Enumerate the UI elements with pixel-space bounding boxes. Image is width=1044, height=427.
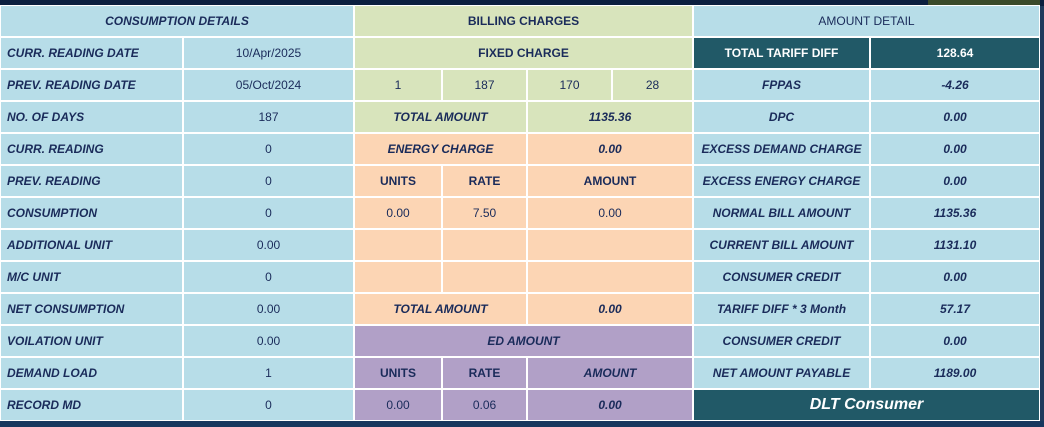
fixed-charge-value-3[interactable]: 170 bbox=[527, 69, 612, 101]
excess-energy-charge-label: EXCESS ENERGY CHARGE bbox=[693, 165, 870, 197]
current-bill-amount-value[interactable]: 1131.10 bbox=[870, 229, 1040, 261]
dpc-value[interactable]: 0.00 bbox=[870, 101, 1040, 133]
dlt-consumer-banner[interactable]: DLT Consumer bbox=[693, 389, 1040, 421]
energy-rate-header: RATE bbox=[442, 165, 527, 197]
consumer-credit-2-label: CONSUMER CREDIT bbox=[693, 325, 870, 357]
billing-charges-header: BILLING CHARGES bbox=[354, 5, 693, 37]
fixed-charge-label: FIXED CHARGE bbox=[354, 37, 693, 69]
tariff-diff-3-month-label: TARIFF DIFF * 3 Month bbox=[693, 293, 870, 325]
current-bill-amount-label: CURRENT BILL AMOUNT bbox=[693, 229, 870, 261]
ed-units-value[interactable]: 0.00 bbox=[354, 389, 442, 421]
tariff-diff-3-month-value[interactable]: 57.17 bbox=[870, 293, 1040, 325]
energy-units-header: UNITS bbox=[354, 165, 442, 197]
energy-charge-label: ENERGY CHARGE bbox=[354, 133, 527, 165]
normal-bill-amount-label: NORMAL BILL AMOUNT bbox=[693, 197, 870, 229]
ed-rate-value[interactable]: 0.06 bbox=[442, 389, 527, 421]
energy-empty-cell[interactable] bbox=[442, 229, 527, 261]
top-strip bbox=[0, 0, 1044, 6]
consumer-credit-2-value[interactable]: 0.00 bbox=[870, 325, 1040, 357]
net-amount-payable-label: NET AMOUNT PAYABLE bbox=[693, 357, 870, 389]
energy-empty-cell[interactable] bbox=[527, 229, 693, 261]
net-amount-payable-value[interactable]: 1189.00 bbox=[870, 357, 1040, 389]
record-md-label: RECORD MD bbox=[0, 389, 183, 421]
excess-demand-charge-value[interactable]: 0.00 bbox=[870, 133, 1040, 165]
ed-units-header: UNITS bbox=[354, 357, 442, 389]
energy-empty-cell[interactable] bbox=[354, 229, 442, 261]
demand-load-value[interactable]: 1 bbox=[183, 357, 354, 389]
prev-reading-date-label: PREV. READING DATE bbox=[0, 69, 183, 101]
fppas-label: FPPAS bbox=[693, 69, 870, 101]
consumer-credit-label: CONSUMER CREDIT bbox=[693, 261, 870, 293]
dpc-label: DPC bbox=[693, 101, 870, 133]
no-of-days-value[interactable]: 187 bbox=[183, 101, 354, 133]
curr-reading-value[interactable]: 0 bbox=[183, 133, 354, 165]
ed-amount-col-header: AMOUNT bbox=[527, 357, 693, 389]
prev-reading-value[interactable]: 0 bbox=[183, 165, 354, 197]
energy-empty-cell[interactable] bbox=[354, 261, 442, 293]
ed-rate-header: RATE bbox=[442, 357, 527, 389]
fppas-value[interactable]: -4.26 bbox=[870, 69, 1040, 101]
violation-unit-label: VOILATION UNIT bbox=[0, 325, 183, 357]
consumption-details-header: CONSUMPTION DETAILS bbox=[0, 5, 354, 37]
energy-empty-cell[interactable] bbox=[442, 261, 527, 293]
ed-amount-value[interactable]: 0.00 bbox=[527, 389, 693, 421]
curr-reading-label: CURR. READING bbox=[0, 133, 183, 165]
fixed-total-amount-value[interactable]: 1135.36 bbox=[527, 101, 693, 133]
prev-reading-label: PREV. READING bbox=[0, 165, 183, 197]
fixed-charge-value-2[interactable]: 187 bbox=[442, 69, 527, 101]
fixed-charge-value-1[interactable]: 1 bbox=[354, 69, 442, 101]
energy-total-amount-value[interactable]: 0.00 bbox=[527, 293, 693, 325]
fixed-total-amount-label: TOTAL AMOUNT bbox=[354, 101, 527, 133]
consumer-credit-value[interactable]: 0.00 bbox=[870, 261, 1040, 293]
additional-unit-label: ADDITIONAL UNIT bbox=[0, 229, 183, 261]
mc-unit-value[interactable]: 0 bbox=[183, 261, 354, 293]
energy-charge-value[interactable]: 0.00 bbox=[527, 133, 693, 165]
mc-unit-label: M/C UNIT bbox=[0, 261, 183, 293]
energy-empty-cell[interactable] bbox=[527, 261, 693, 293]
fixed-charge-value-4[interactable]: 28 bbox=[612, 69, 693, 101]
consumption-value[interactable]: 0 bbox=[183, 197, 354, 229]
top-strip-accent bbox=[928, 0, 1040, 6]
ed-amount-header: ED AMOUNT bbox=[354, 325, 693, 357]
additional-unit-value[interactable]: 0.00 bbox=[183, 229, 354, 261]
amount-detail-header: AMOUNT DETAIL bbox=[693, 5, 1040, 37]
curr-reading-date-value[interactable]: 10/Apr/2025 bbox=[183, 37, 354, 69]
curr-reading-date-label: CURR. READING DATE bbox=[0, 37, 183, 69]
bottom-strip bbox=[0, 421, 1044, 427]
record-md-value[interactable]: 0 bbox=[183, 389, 354, 421]
net-consumption-label: NET CONSUMPTION bbox=[0, 293, 183, 325]
energy-amount-value[interactable]: 0.00 bbox=[527, 197, 693, 229]
net-consumption-value[interactable]: 0.00 bbox=[183, 293, 354, 325]
no-of-days-label: NO. OF DAYS bbox=[0, 101, 183, 133]
excess-energy-charge-value[interactable]: 0.00 bbox=[870, 165, 1040, 197]
consumption-label: CONSUMPTION bbox=[0, 197, 183, 229]
violation-unit-value[interactable]: 0.00 bbox=[183, 325, 354, 357]
energy-units-value[interactable]: 0.00 bbox=[354, 197, 442, 229]
total-tariff-diff-value[interactable]: 128.64 bbox=[870, 37, 1040, 69]
total-tariff-diff-label: TOTAL TARIFF DIFF bbox=[693, 37, 870, 69]
demand-load-label: DEMAND LOAD bbox=[0, 357, 183, 389]
energy-amount-header: AMOUNT bbox=[527, 165, 693, 197]
excess-demand-charge-label: EXCESS DEMAND CHARGE bbox=[693, 133, 870, 165]
energy-rate-value[interactable]: 7.50 bbox=[442, 197, 527, 229]
prev-reading-date-value[interactable]: 05/Oct/2024 bbox=[183, 69, 354, 101]
energy-total-amount-label: TOTAL AMOUNT bbox=[354, 293, 527, 325]
normal-bill-amount-value[interactable]: 1135.36 bbox=[870, 197, 1040, 229]
